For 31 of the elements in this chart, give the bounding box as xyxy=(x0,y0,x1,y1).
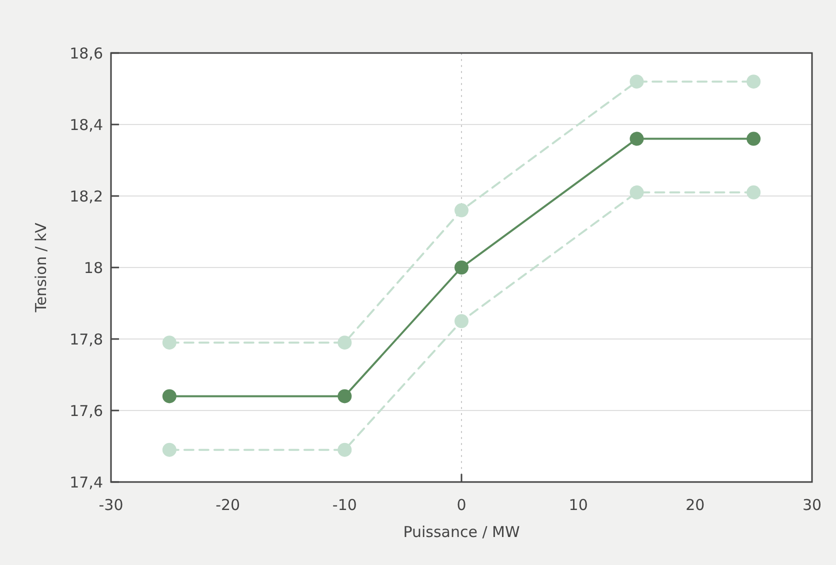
x-axis-title: Puissance / MW xyxy=(403,523,520,541)
y-tick-label: 17,6 xyxy=(70,402,103,420)
point xyxy=(746,74,761,89)
x-tick-label: -20 xyxy=(216,496,240,514)
y-axis-title: Tension / kV xyxy=(32,222,50,314)
x-tick-label: 0 xyxy=(456,496,466,514)
y-tick-label: 18,2 xyxy=(70,187,103,206)
x-tick-label: -10 xyxy=(332,496,357,514)
point xyxy=(162,442,176,457)
point xyxy=(454,260,468,274)
y-tick-label: 17,8 xyxy=(70,330,103,348)
point xyxy=(162,389,176,404)
point xyxy=(338,389,352,404)
point xyxy=(630,185,644,200)
x-tick-label: 20 xyxy=(686,496,705,514)
x-tick-label: -30 xyxy=(98,496,124,514)
x-tick-label: 10 xyxy=(568,496,588,514)
y-tick-label: 18 xyxy=(84,258,103,277)
y-tick-label: 17,4 xyxy=(70,473,103,492)
point xyxy=(746,185,761,200)
x-tick-label: 30 xyxy=(802,496,822,514)
point xyxy=(630,74,644,89)
point xyxy=(162,336,176,350)
point xyxy=(338,336,352,350)
point xyxy=(454,203,468,218)
point xyxy=(454,314,468,328)
y-tick-label: 18,4 xyxy=(70,116,103,134)
point xyxy=(746,132,761,146)
point xyxy=(338,442,352,457)
point xyxy=(630,132,644,146)
y-tick-label: 18,6 xyxy=(70,44,103,62)
